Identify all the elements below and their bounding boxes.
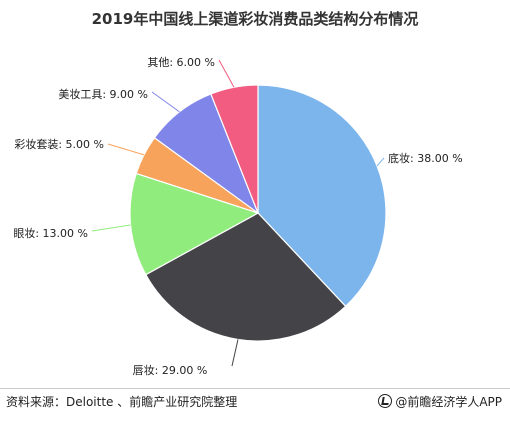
leader-line-5 [151, 91, 180, 113]
brand-credit: @前瞻经济学人APP [378, 393, 502, 410]
footer-divider [0, 388, 510, 389]
data-label-1: 底妆: 38.00 % [388, 151, 463, 165]
data-label-6: 其他: 6.00 % [147, 56, 215, 69]
data-label-4: 彩妆套装: 5.00 % [14, 138, 104, 151]
leader-line-1 [376, 157, 385, 167]
leader-line-3 [91, 224, 131, 232]
leader-line-4 [107, 143, 145, 156]
data-label-5: 美妆工具: 9.00 % [58, 88, 148, 101]
data-label-2: 唇妆: 29.00 % [133, 364, 208, 377]
leader-line-6 [218, 59, 235, 88]
source-note: 资料来源：Deloitte 、前瞻产业研究院整理 [6, 395, 238, 409]
brand-text: @前瞻经济学人APP [395, 395, 502, 409]
chart-title: 2019年中国线上渠道彩妆消费品类结构分布情况 [91, 10, 419, 28]
pie-slice-2 [145, 212, 347, 342]
pie-slice-1 [257, 84, 387, 308]
leader-line-2 [231, 339, 239, 367]
brand-logo-icon [378, 394, 393, 408]
data-label-3: 眼妆: 13.00 % [13, 227, 88, 240]
